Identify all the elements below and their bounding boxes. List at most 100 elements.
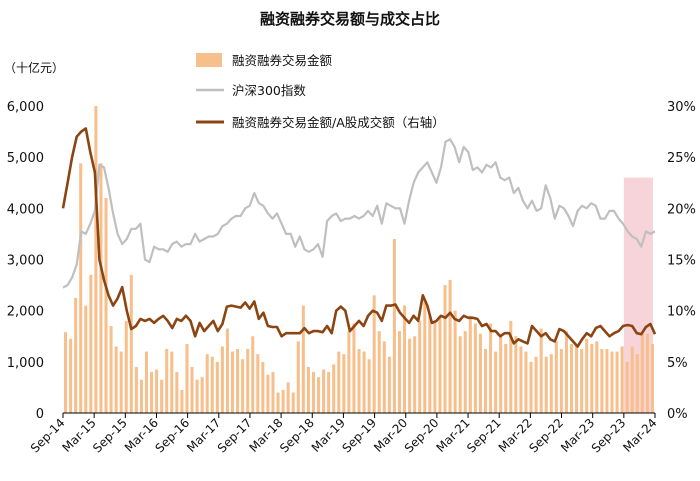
bar [489,323,493,413]
bar [433,320,437,413]
bar [286,382,290,413]
bar [423,300,427,413]
bar [473,323,477,413]
bar [544,356,548,413]
bar [595,341,599,413]
bar [104,198,108,413]
bar [463,331,467,413]
bar [605,349,609,413]
bar [220,346,224,413]
bar [630,346,634,413]
bar [301,305,305,413]
bar [241,359,245,413]
y-right-tick-label: 10% [667,305,696,320]
bar [236,349,240,413]
y-right-tick-label: 20% [667,202,696,217]
x-tick-label: Sep-22 [526,416,566,456]
bar [585,338,589,413]
bar [529,361,533,413]
bar [397,331,401,413]
bar [144,351,149,413]
x-tick-label: Mar-24 [620,416,659,455]
bar [403,305,407,413]
bar [640,333,644,413]
x-tick-label: Sep-20 [402,416,442,456]
bar [367,359,371,413]
bar [514,336,518,413]
bar [478,333,482,413]
bar [342,354,346,413]
bar [448,279,452,413]
bar [296,341,300,413]
bar [94,106,98,413]
x-tick-label: Sep-21 [464,416,504,456]
bar-series [64,106,654,413]
bar [114,346,118,413]
bar [322,369,326,413]
bar [256,354,260,413]
bar [185,343,189,413]
y-left-tick-label: 6,000 [7,100,44,115]
y-right-tick-label: 30% [667,100,696,115]
bar [261,361,265,413]
legend-label: 沪深300指数 [232,83,306,98]
bar [64,332,68,413]
bar [271,372,275,413]
x-tick-label: Sep-23 [589,416,629,456]
bar [504,343,508,413]
bar [180,389,184,413]
bar [327,372,331,413]
bar [190,366,194,413]
y-right-tick-label: 25% [667,151,696,166]
bar [69,338,73,413]
bar [332,364,336,413]
bar [230,351,235,413]
x-tick-label: Sep-15 [90,416,130,456]
bar [337,351,341,413]
bar [650,343,654,413]
bar [580,349,584,413]
chart-title: 融资融券交易额与成交占比 [260,10,440,28]
bar [150,372,154,413]
bar [408,338,412,413]
legend-label: 融资融券交易金额/A股成交额（右轴） [232,115,445,130]
bar [610,351,614,413]
bar [225,328,229,413]
bar [246,349,250,413]
bar [317,377,321,413]
bar [352,323,356,413]
index-line [62,138,656,289]
ratio-line-series [61,127,657,348]
bar [590,343,594,413]
bar [625,361,629,413]
bar [620,346,624,413]
bar [89,274,93,413]
bar [210,356,214,413]
legend-label: 融资融券交易金额 [232,53,333,68]
y-right-tick-label: 0% [667,407,688,422]
bar [575,343,579,413]
bar [438,315,442,413]
y-left-unit-label: （十亿元） [4,60,64,75]
bar [499,333,503,413]
bar [413,336,417,413]
bar [170,351,174,413]
bar [524,351,528,413]
ratio-line [61,127,657,348]
bar [382,341,386,413]
bar [645,333,649,413]
bar [635,354,639,413]
bar [155,369,159,413]
bar [99,163,103,413]
bar [494,351,498,413]
bar [134,366,138,413]
y-left-tick-label: 0 [36,407,44,422]
bar [109,326,113,413]
bar [362,351,366,413]
bar [534,356,538,413]
bar [377,331,381,413]
bar [539,328,543,413]
bar [306,366,310,413]
bar [453,310,457,413]
